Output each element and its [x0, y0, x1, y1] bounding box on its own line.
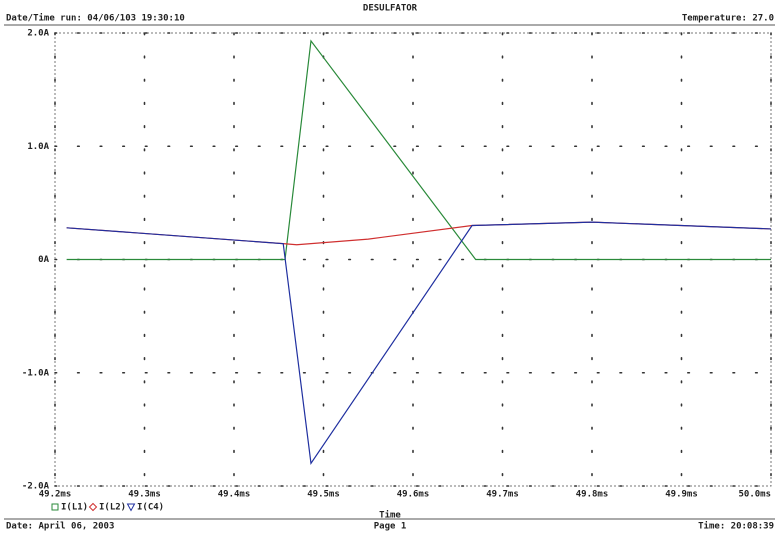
legend-label: I(C4)	[137, 503, 164, 513]
series-line	[66, 221, 772, 466]
series-line	[66, 221, 772, 246]
temperature: Temperature: 27.0	[682, 14, 774, 24]
time: Time: 20:08:39	[698, 521, 774, 532]
y-tick-label: -1.0A	[22, 368, 50, 378]
legend-label: I(L1)	[61, 503, 88, 513]
x-tick-label: 49.8ms	[576, 490, 609, 500]
legend-marker	[88, 502, 98, 512]
legend-marker	[51, 503, 59, 511]
y-tick-label: -2.0A	[22, 482, 50, 492]
series-line	[66, 39, 771, 261]
y-tick-label: 1.0A	[27, 142, 49, 152]
page-number: Page 1	[374, 522, 407, 532]
y-tick-label: 2.0A	[27, 29, 49, 39]
x-tick-label: 50.0ms	[738, 490, 771, 500]
chart-title: DESULFATOR	[363, 4, 418, 14]
x-tick-label: 49.6ms	[397, 490, 430, 500]
x-tick-label: 49.2ms	[39, 490, 72, 500]
date: Date: April 06, 2003	[6, 521, 114, 532]
legend-label: I(L2)	[99, 503, 126, 513]
x-tick-label: 49.5ms	[307, 490, 340, 500]
x-tick-label: 49.9ms	[665, 490, 698, 500]
x-tick-label: 49.3ms	[128, 490, 161, 500]
x-tick-label: 49.7ms	[486, 490, 519, 500]
y-tick-label: 0A	[38, 255, 49, 265]
run-info: Date/Time run: 04/06/103 19:30:10	[6, 13, 185, 24]
x-tick-label: 49.4ms	[218, 490, 251, 500]
legend-marker	[126, 503, 136, 512]
x-axis-label: Time	[379, 510, 401, 521]
